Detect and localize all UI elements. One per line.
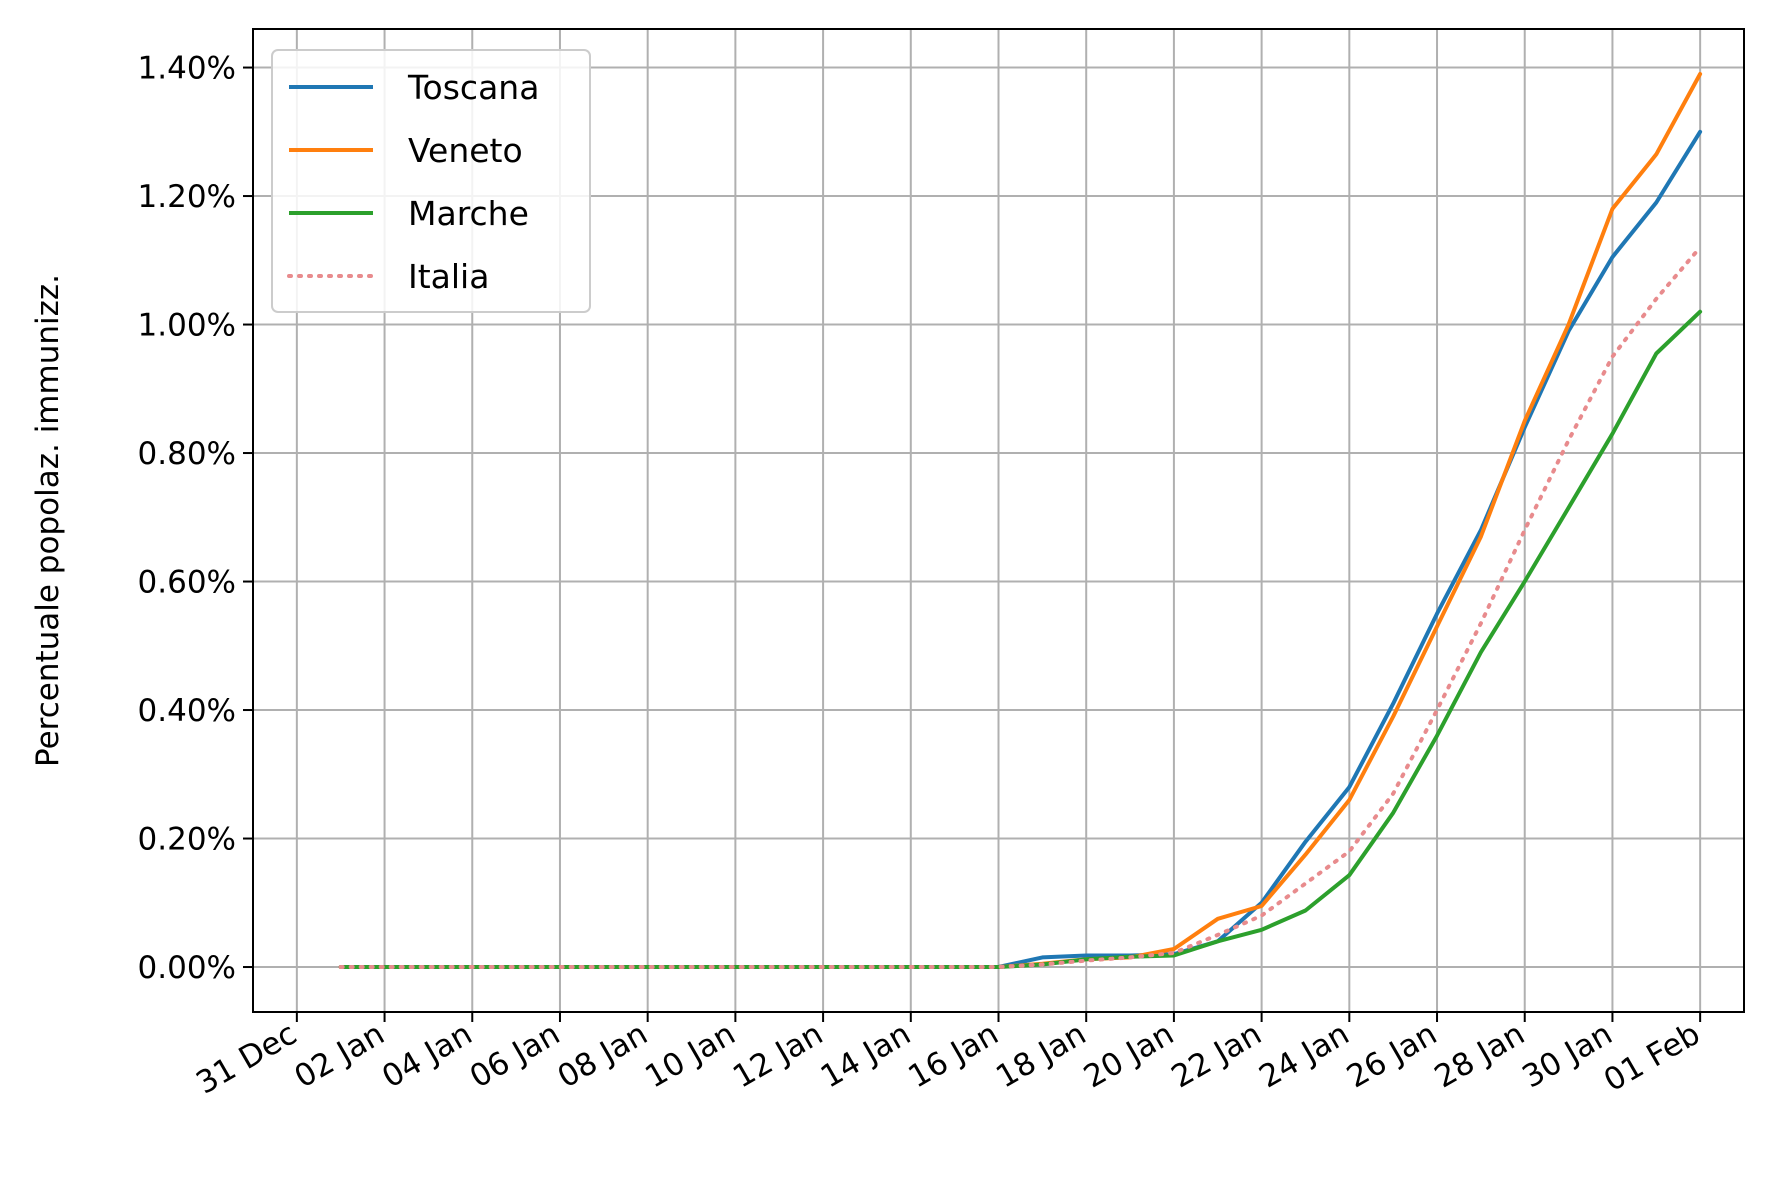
- legend-box: [271, 49, 591, 313]
- y-tick-label: 0.20%: [138, 822, 236, 858]
- legend-label: Marche: [408, 194, 529, 233]
- y-axis-label: Percentuale popolaz. immunizz.: [30, 274, 66, 767]
- series-lines: [338, 72, 1703, 969]
- y-tick-label: 0.00%: [138, 950, 236, 986]
- legend-label: Toscana: [407, 68, 539, 107]
- legend: Toscana Veneto Marche Italia: [271, 49, 591, 313]
- y-tick-label: 0.40%: [138, 693, 236, 729]
- y-tick-label: 0.60%: [138, 565, 236, 601]
- series-line-italia: [338, 245, 1703, 969]
- y-tick-label: 1.40%: [138, 51, 236, 87]
- y-tick-label: 1.20%: [138, 179, 236, 215]
- legend-label: Veneto: [408, 131, 523, 170]
- legend-label: Italia: [408, 257, 489, 296]
- y-tick-label: 1.00%: [138, 308, 236, 344]
- y-tick-label: 0.80%: [138, 436, 236, 472]
